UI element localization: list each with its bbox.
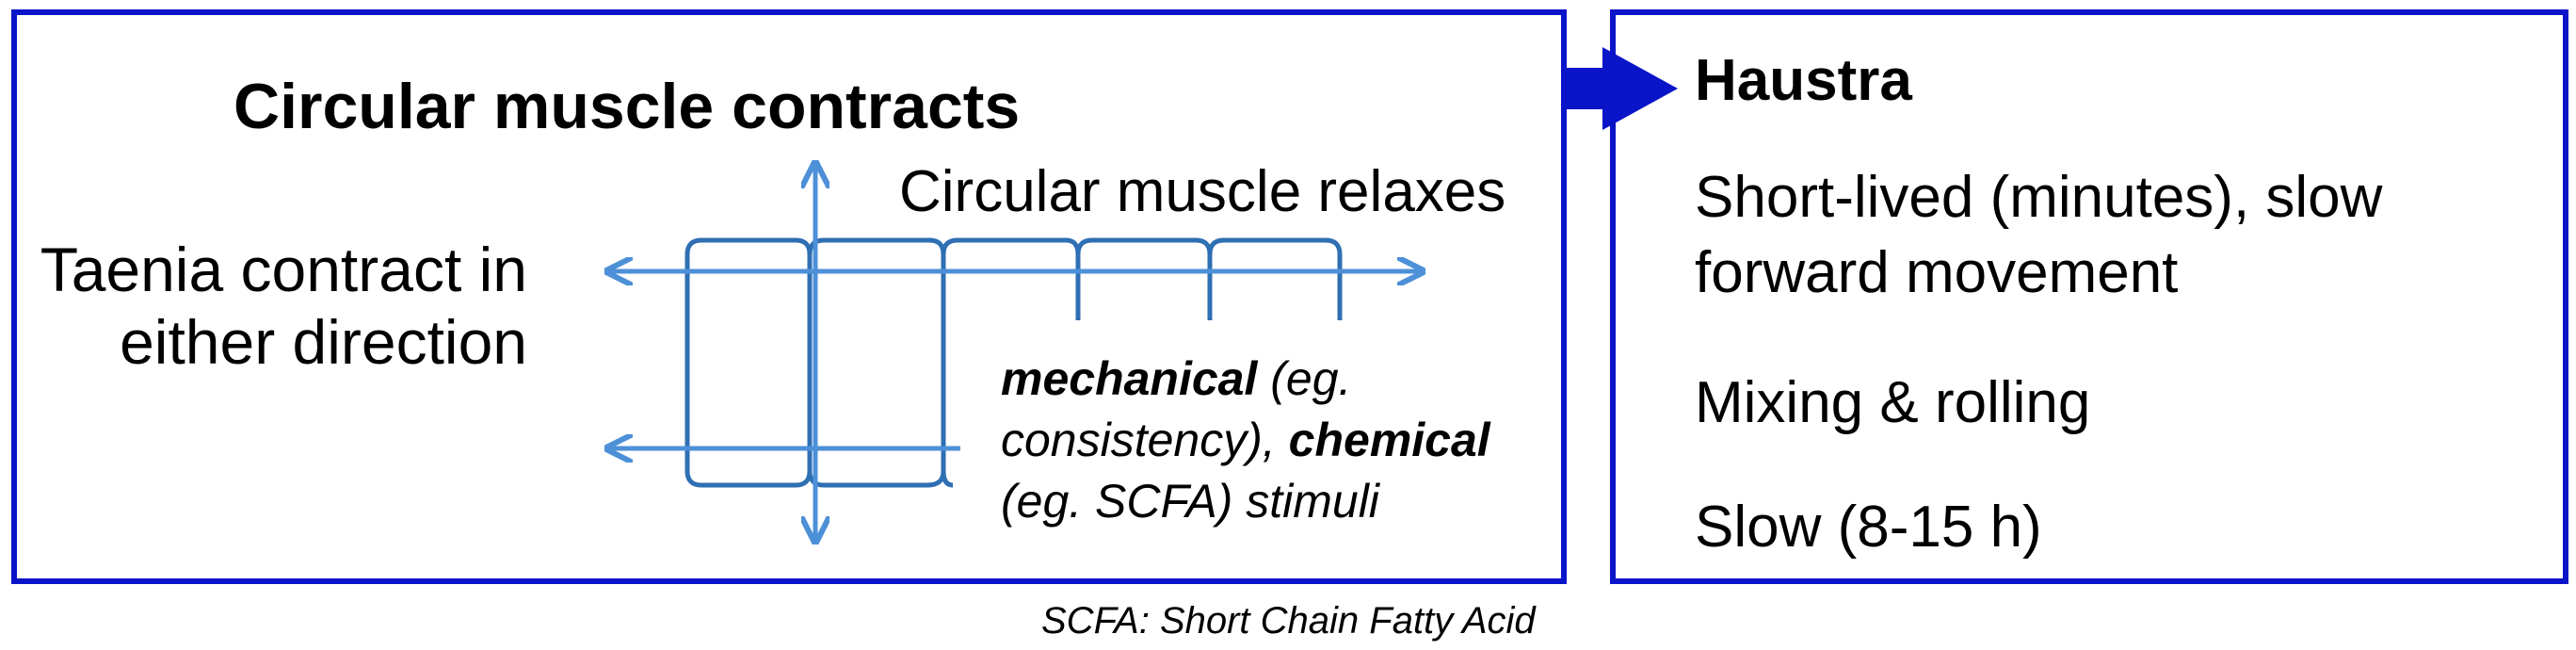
- scfa-footnote: SCFA: Short Chain Fatty Acid: [1041, 600, 1536, 642]
- stimuli-text: mechanical (eg. consistency), chemical (…: [1001, 349, 1528, 532]
- haustra-transit-time: Slow (8-15 h): [1695, 495, 2042, 560]
- stimuli-mechanical: mechanical: [1001, 352, 1258, 405]
- circular-muscle-contracts-title: Circular muscle contracts: [233, 71, 1021, 142]
- connector-arrow-shaft: [1565, 68, 1606, 109]
- haustra-title: Haustra: [1695, 48, 1912, 113]
- taenia-label: Taenia contract in either direction: [40, 235, 527, 378]
- right-panel: [1610, 9, 2568, 584]
- haustra-mixing: Mixing & rolling: [1695, 370, 2091, 435]
- stimuli-consistency: (eg. consistency),: [1001, 352, 1352, 466]
- circular-muscle-relaxes-label: Circular muscle relaxes: [899, 159, 1506, 224]
- stimuli-scfa: (eg. SCFA) stimuli: [1001, 475, 1379, 528]
- haustra-duration-line1: Short-lived (minutes), slow: [1695, 165, 2383, 230]
- stimuli-chemical: chemical: [1288, 414, 1490, 466]
- haustra-duration-line2: forward movement: [1695, 240, 2179, 305]
